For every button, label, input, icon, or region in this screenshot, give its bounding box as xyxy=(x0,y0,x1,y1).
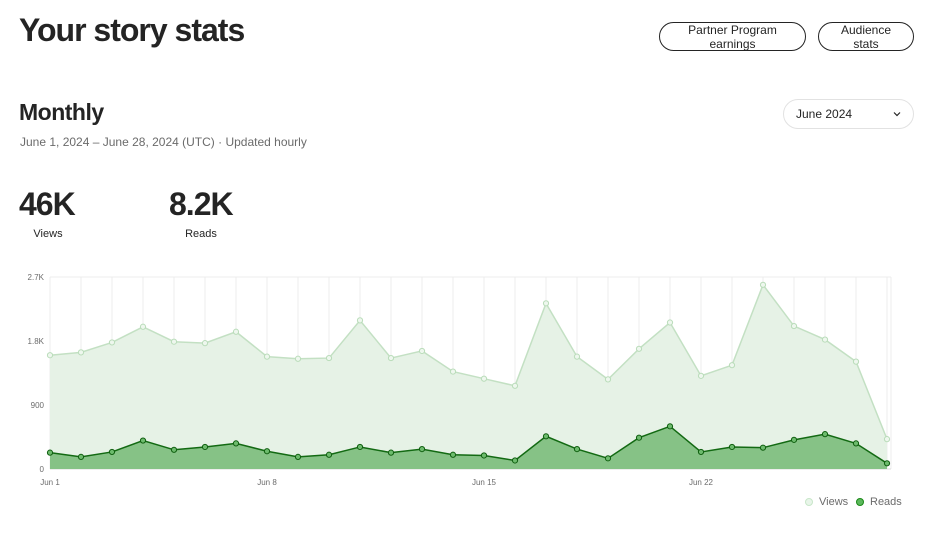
views-point xyxy=(666,319,674,326)
views-point xyxy=(201,340,209,347)
reads-area xyxy=(50,426,887,469)
reads-point xyxy=(666,423,674,430)
reads-point xyxy=(604,455,612,462)
reads-point xyxy=(263,448,271,455)
reads-point xyxy=(356,443,364,451)
views-point xyxy=(573,353,581,360)
reads-point xyxy=(573,445,581,453)
views-point xyxy=(263,353,271,360)
reads-point xyxy=(542,433,550,440)
reads-point xyxy=(232,440,240,447)
x-tick-label: Jun 1 xyxy=(40,478,60,487)
views-point xyxy=(449,368,457,375)
views-point xyxy=(759,281,767,288)
views-point xyxy=(480,375,488,382)
views-label: Views xyxy=(33,228,63,240)
views-point xyxy=(728,362,736,369)
reads-point xyxy=(46,449,54,456)
reads-point xyxy=(821,431,829,438)
views-point xyxy=(325,354,333,362)
reads-value: 8.2K xyxy=(169,186,234,222)
views-area xyxy=(50,284,887,469)
views-point xyxy=(511,382,519,389)
reads-point xyxy=(139,437,147,444)
reads-point xyxy=(883,460,891,467)
y-tick-label: 1.8K xyxy=(28,337,45,346)
views-point xyxy=(635,345,643,352)
reads-point xyxy=(418,445,426,453)
reads-point xyxy=(201,443,209,451)
reads-point xyxy=(108,448,116,456)
reads-stat: 8.2K Reads xyxy=(169,186,234,240)
chevron-down-icon xyxy=(893,112,901,117)
views-point xyxy=(542,300,550,307)
reads-point xyxy=(728,443,736,451)
views-stat: 46K Views xyxy=(19,186,77,240)
page-title: Your story stats xyxy=(19,12,245,48)
views-point xyxy=(604,376,612,383)
views-point xyxy=(387,354,395,362)
reads-point xyxy=(697,448,705,456)
legend-item-views: Views xyxy=(805,496,848,508)
y-tick-label: 0 xyxy=(40,465,45,474)
legend-reads-marker xyxy=(856,498,864,506)
reads-point xyxy=(294,453,302,461)
views-point xyxy=(294,355,302,362)
reads-point xyxy=(790,436,798,443)
legend-views-marker xyxy=(805,498,813,506)
reads-point xyxy=(387,449,395,456)
y-tick-label: 2.7K xyxy=(28,273,45,282)
reads-point xyxy=(511,457,519,464)
reads-point xyxy=(449,451,457,458)
reads-point xyxy=(77,453,85,461)
views-point xyxy=(108,339,116,346)
views-point xyxy=(139,323,147,330)
month-select[interactable]: June 2024 xyxy=(783,99,914,129)
views-point xyxy=(77,349,85,356)
views-point xyxy=(170,338,178,345)
views-line xyxy=(49,283,888,440)
partner-program-earnings-button[interactable]: Partner Program earnings xyxy=(659,22,806,51)
views-point xyxy=(697,372,705,379)
views-point xyxy=(883,436,891,443)
legend-reads-label: Reads xyxy=(870,496,902,508)
reads-line xyxy=(49,425,888,464)
stats-chart: 0 900 1.8K 2.7K Jun 1 Jun 8 Jun 15 Jun 22 xyxy=(28,273,892,487)
audience-stats-button[interactable]: Audience stats xyxy=(818,22,914,51)
views-point xyxy=(852,358,860,365)
reads-point xyxy=(635,434,643,441)
legend-views-label: Views xyxy=(819,496,849,508)
reads-label: Reads xyxy=(185,228,217,240)
section-title: Monthly xyxy=(19,99,104,125)
reads-point xyxy=(759,444,767,451)
x-tick-label: Jun 22 xyxy=(689,478,714,487)
reads-point xyxy=(480,452,488,459)
reads-point xyxy=(170,446,178,453)
x-tick-label: Jun 15 xyxy=(472,478,497,487)
y-tick-label: 900 xyxy=(31,401,45,410)
legend-item-reads: Reads xyxy=(856,496,902,508)
views-point xyxy=(356,317,364,324)
reads-point xyxy=(325,451,333,458)
reads-point xyxy=(852,440,860,447)
views-value: 46K xyxy=(19,186,76,222)
x-tick-label: Jun 8 xyxy=(257,478,277,487)
views-point xyxy=(790,322,798,330)
month-select-value: June 2024 xyxy=(796,107,853,121)
views-point xyxy=(821,336,829,343)
views-point xyxy=(418,347,426,355)
views-point xyxy=(232,328,240,335)
views-point xyxy=(46,352,54,359)
date-range: June 1, 2024 – June 28, 2024 (UTC) · Upd… xyxy=(20,135,307,149)
